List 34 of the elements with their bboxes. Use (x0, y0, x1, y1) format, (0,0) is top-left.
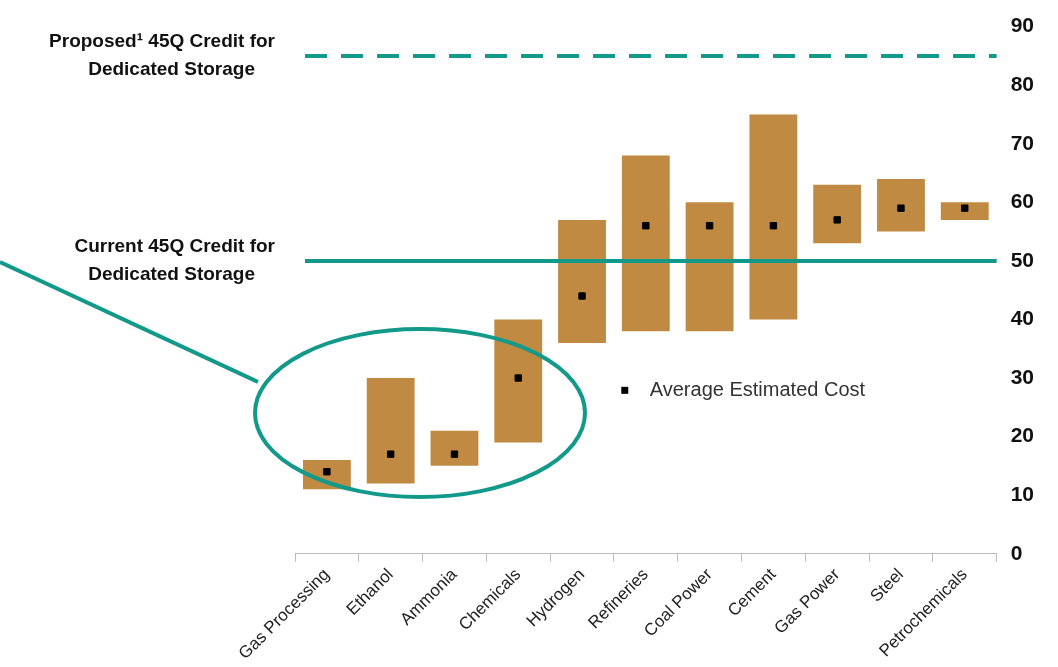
point (897, 204, 905, 212)
y-tick-label: 90 (1010, 13, 1034, 37)
y-tick-label: 20 (1010, 423, 1034, 447)
bar (430, 430, 479, 466)
ref-line-label: Current 45Q Credit for Dedicated Storage (74, 235, 276, 285)
point (578, 292, 586, 300)
bar (877, 178, 925, 232)
y-tick-label: 40 (1010, 306, 1034, 330)
bar (749, 114, 798, 320)
y-tick-label: 10 (1010, 481, 1034, 505)
point (387, 450, 395, 458)
bar (494, 319, 543, 443)
point (323, 468, 331, 476)
point (705, 222, 714, 230)
bar (558, 219, 606, 343)
y-tick-label: 0 (1010, 540, 1023, 564)
y-tick-label: 30 (1010, 364, 1034, 388)
ref-line-label: Proposed¹ 45Q Credit for Dedicated Storage (49, 30, 276, 80)
point (450, 450, 459, 458)
y-tick-label: 60 (1010, 189, 1034, 213)
bar (366, 378, 415, 484)
legend-label: Average Estimated Cost (649, 377, 866, 400)
bar (940, 202, 989, 220)
point (514, 374, 522, 382)
point (642, 222, 650, 230)
bar (685, 202, 734, 332)
point (769, 222, 778, 230)
point (833, 216, 841, 224)
point (961, 204, 969, 212)
y-tick-label: 70 (1010, 130, 1034, 154)
bar (813, 184, 862, 244)
y-tick-label: 50 (1010, 247, 1034, 271)
y-tick-label: 80 (1010, 71, 1034, 95)
bar (621, 155, 670, 332)
